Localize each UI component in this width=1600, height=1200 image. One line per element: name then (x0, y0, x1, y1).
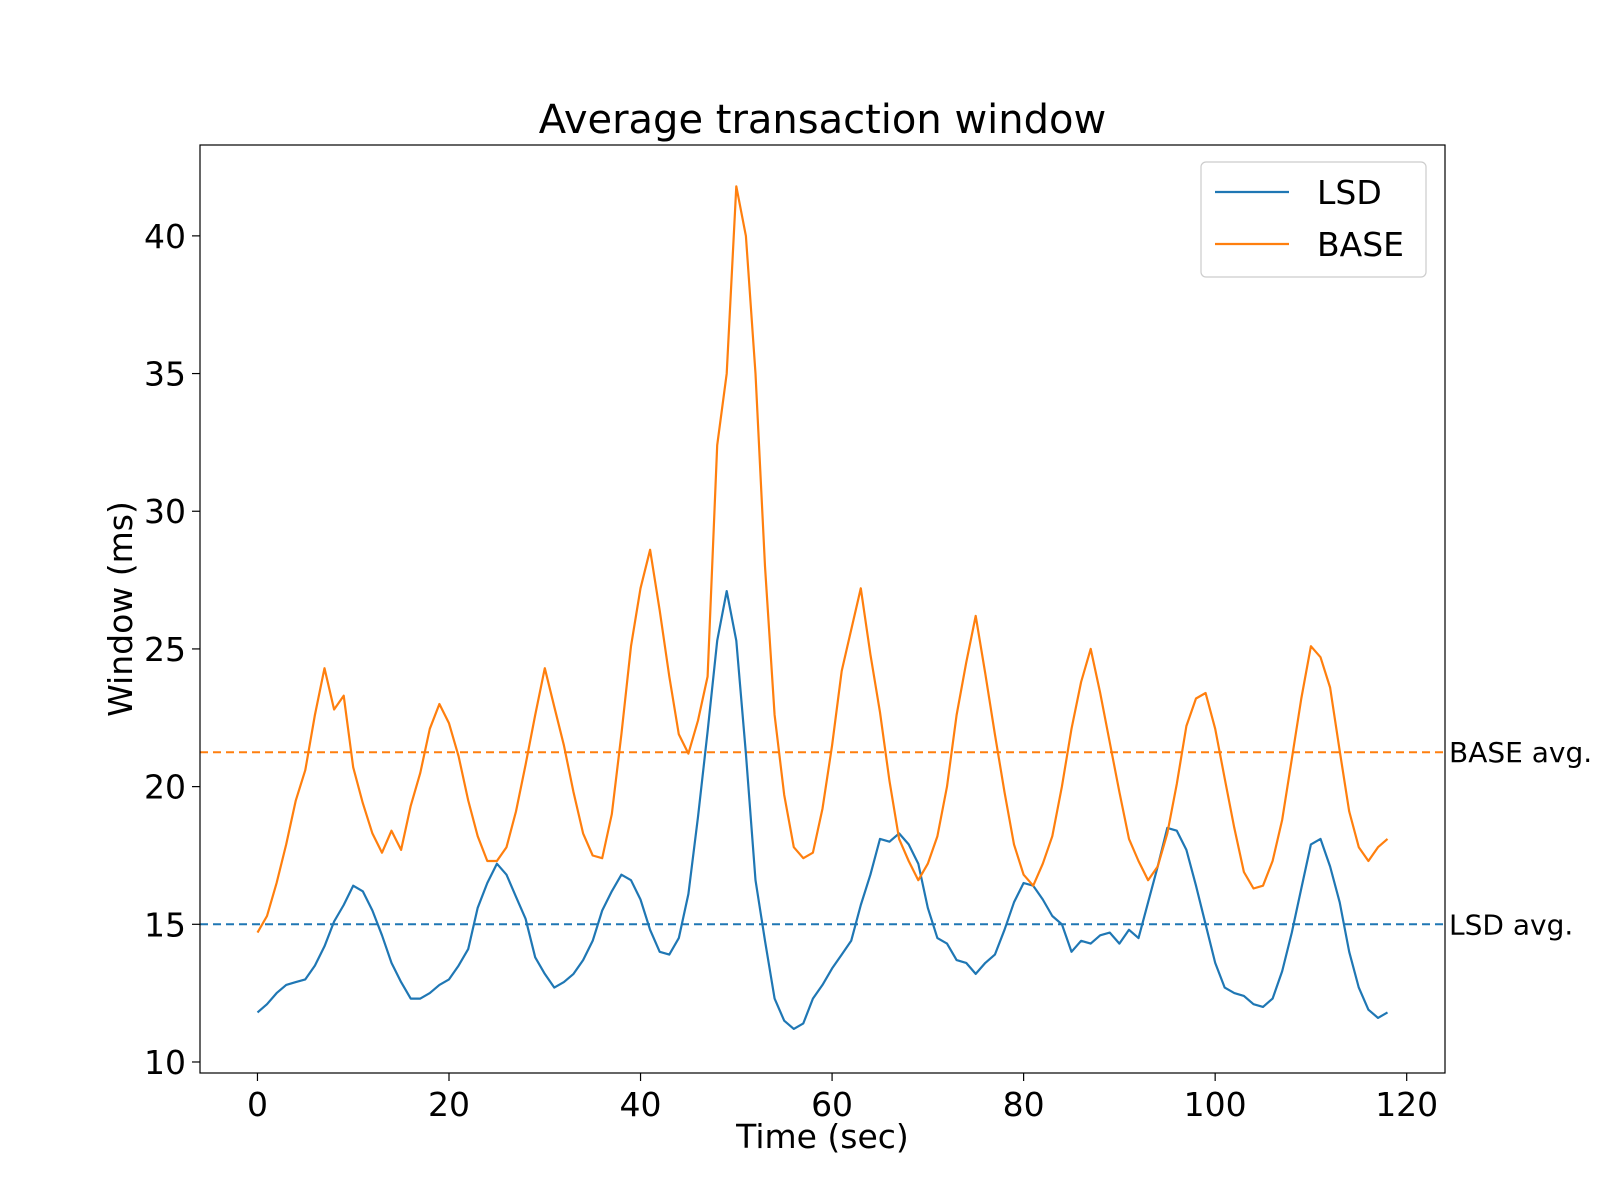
y-axis-title: Window (ms) (101, 501, 140, 717)
x-tick-label: 40 (620, 1085, 662, 1124)
reference-lines: BASE avg. LSD avg. (200, 736, 1592, 941)
chart-title: Average transaction window (539, 97, 1106, 143)
y-tick-label: 15 (144, 905, 186, 944)
average-reference-label: BASE avg. (1449, 736, 1592, 769)
series-line-base (256, 185, 1389, 934)
x-axis-title: Time (sec) (735, 1117, 909, 1156)
y-tick-label: 40 (144, 217, 186, 256)
y-tick-label: 20 (144, 768, 186, 807)
x-tick-label: 60 (811, 1085, 853, 1124)
legend-box (1200, 161, 1427, 278)
y-tick-label: 35 (144, 355, 186, 394)
x-tick-label: 120 (1375, 1085, 1438, 1124)
series-lines (256, 185, 1389, 1031)
legend-label: LSD (1317, 173, 1382, 212)
y-tick-label: 30 (144, 492, 186, 531)
y-tick-label: 10 (144, 1043, 186, 1082)
plot-area-frame (199, 144, 1446, 1074)
series-line-lsd (256, 589, 1389, 1031)
x-tick-label: 20 (428, 1085, 470, 1124)
legend-label: BASE (1317, 225, 1404, 264)
x-axis: 0 20 40 60 80 100 120 (247, 1073, 1438, 1124)
x-tick-label: 80 (1003, 1085, 1045, 1124)
x-tick-label: 0 (247, 1085, 268, 1124)
average-reference-label: LSD avg. (1449, 908, 1573, 941)
legend: LSD BASE (1200, 161, 1427, 278)
x-tick-label: 100 (1184, 1085, 1247, 1124)
y-axis: 10 15 20 25 30 35 40 (144, 217, 200, 1082)
y-tick-label: 25 (144, 630, 186, 669)
